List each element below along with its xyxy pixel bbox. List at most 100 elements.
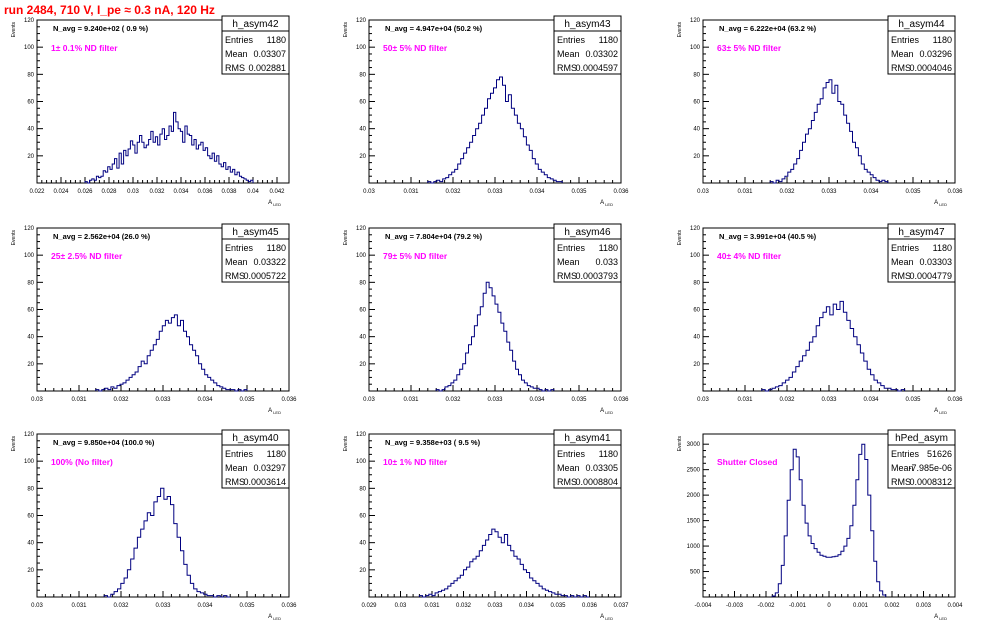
x-tick-label: 0.032	[445, 397, 461, 403]
y-tick-label: 20	[27, 154, 34, 160]
x-tick-label: 0.03	[395, 603, 407, 609]
stats-box	[553, 223, 622, 283]
x-tick-label: 0.034	[863, 397, 879, 403]
histogram-name: h_asym41	[564, 433, 611, 444]
stats-label: Entries	[891, 35, 920, 45]
panel-h_asym43: 0.03 0.031 0.032 0.033 0.034 0.035 0.036 20 40 60…	[343, 15, 629, 207]
stats-value: 1180	[267, 243, 286, 253]
x-tick-label: -0.001	[789, 603, 807, 609]
stats-label: Entries	[557, 449, 586, 459]
stats-box	[887, 15, 956, 75]
stats-label: Entries	[891, 243, 920, 253]
y-tick-label: 80	[693, 72, 700, 78]
y-axis-title: Events	[677, 22, 683, 38]
x-tick-label: 0.036	[197, 189, 213, 195]
stats-value: 1180	[599, 449, 618, 459]
histogram-series	[95, 314, 248, 392]
filter-annotation: 25± 2.5% ND filter	[51, 251, 123, 261]
y-tick-label: 20	[359, 362, 366, 368]
stats-label: RMS	[557, 63, 577, 73]
x-tick-label: 0.031	[737, 397, 753, 403]
histogram-series	[84, 111, 254, 184]
histogram-name: h_asym40	[232, 433, 279, 444]
y-tick-label: 120	[356, 226, 367, 232]
y-tick-label: 20	[359, 568, 366, 574]
x-tick-label: 0.022	[29, 189, 45, 195]
y-tick-label: 20	[27, 568, 34, 574]
x-tick-label: 0.033	[821, 397, 837, 403]
y-tick-label: 80	[359, 280, 366, 286]
x-tick-label: 0.033	[487, 603, 503, 609]
histogram-name: h_asym45	[232, 227, 279, 238]
x-tick-label: 0.03	[127, 189, 139, 195]
x-axis-title: A LED	[600, 408, 613, 415]
y-tick-label: 100	[356, 253, 367, 259]
x-tick-label: 0.035	[550, 603, 566, 609]
y-tick-label: 80	[359, 486, 366, 492]
y-tick-label: 20	[359, 154, 366, 160]
x-tick-label: 0.031	[403, 397, 419, 403]
histogram-series	[761, 300, 906, 392]
filter-annotation: 10± 1% ND filter	[383, 457, 448, 467]
x-axis-title: A LED	[268, 200, 281, 207]
stats-box	[221, 429, 290, 489]
y-tick-label: 120	[24, 432, 35, 438]
stats-value: 1180	[267, 35, 286, 45]
x-tick-label: 0.035	[905, 397, 921, 403]
x-tick-label: 0.004	[947, 603, 963, 609]
y-tick-label: 100	[690, 253, 701, 259]
stats-box	[553, 429, 622, 489]
x-tick-label: 0.031	[71, 603, 87, 609]
x-axis-title: A LED	[600, 200, 613, 207]
y-tick-label: 40	[27, 335, 34, 341]
stats-label: RMS	[557, 477, 577, 487]
y-tick-label: 120	[356, 432, 367, 438]
x-tick-label: 0.035	[905, 189, 921, 195]
y-tick-label: 100	[24, 45, 35, 51]
y-axis-title: Events	[677, 436, 683, 452]
x-tick-label: 0.036	[582, 603, 598, 609]
y-tick-label: 80	[27, 72, 34, 78]
x-tick-label: 0.03	[697, 189, 709, 195]
stats-value: 0.0008804	[575, 477, 618, 487]
navg-label: N_avg = 9.850e+04 (100.0 %)	[53, 438, 155, 447]
y-tick-label: 100	[24, 253, 35, 259]
histogram-name: h_asym43	[564, 19, 611, 30]
y-tick-label: 120	[690, 18, 701, 24]
x-tick-label: 0.032	[113, 603, 129, 609]
y-tick-label: 20	[693, 362, 700, 368]
histogram-series	[769, 79, 889, 184]
x-axis-title: A LED	[934, 200, 947, 207]
stats-box	[221, 15, 290, 75]
filter-annotation: 40± 4% ND filter	[717, 251, 782, 261]
stats-label: Mean	[891, 49, 914, 59]
histogram-series	[418, 528, 590, 598]
panel-h_asym41: 0.029 0.03 0.031 0.032 0.033 0.034 0.035 0.036 0…	[343, 429, 629, 621]
y-tick-label: 120	[690, 226, 701, 232]
panel-h_asym45: 0.03 0.031 0.032 0.033 0.034 0.035 0.036 20 40 60…	[11, 223, 297, 415]
run-title: run 2484, 710 V, I_pe ≈ 0.3 nA, 120 Hz	[4, 3, 215, 17]
stats-label: Mean	[225, 49, 248, 59]
stats-box	[553, 15, 622, 75]
x-tick-label: -0.002	[757, 603, 775, 609]
y-axis-title: Events	[11, 436, 17, 452]
stats-label: Entries	[225, 243, 254, 253]
stats-label: Mean	[557, 463, 580, 473]
x-tick-label: 0.028	[101, 189, 117, 195]
x-axis-title: A LED	[600, 614, 613, 621]
stats-label: Mean	[557, 49, 580, 59]
x-tick-label: 0.036	[613, 189, 629, 195]
navg-label: N_avg = 9.240e+02 ( 0.9 %)	[53, 24, 149, 33]
stats-label: Mean	[557, 257, 580, 267]
x-tick-label: 0.033	[821, 189, 837, 195]
x-tick-label: 0.035	[239, 397, 255, 403]
x-tick-label: 0.031	[71, 397, 87, 403]
stats-label: Mean	[891, 463, 914, 473]
stats-label: Entries	[225, 449, 254, 459]
y-tick-label: 20	[27, 362, 34, 368]
x-tick-label: 0	[827, 603, 831, 609]
y-tick-label: 40	[27, 541, 34, 547]
x-tick-label: 0.03	[31, 397, 43, 403]
panel-h_asym44: 0.03 0.031 0.032 0.033 0.034 0.035 0.036 20 40 60…	[677, 15, 963, 207]
